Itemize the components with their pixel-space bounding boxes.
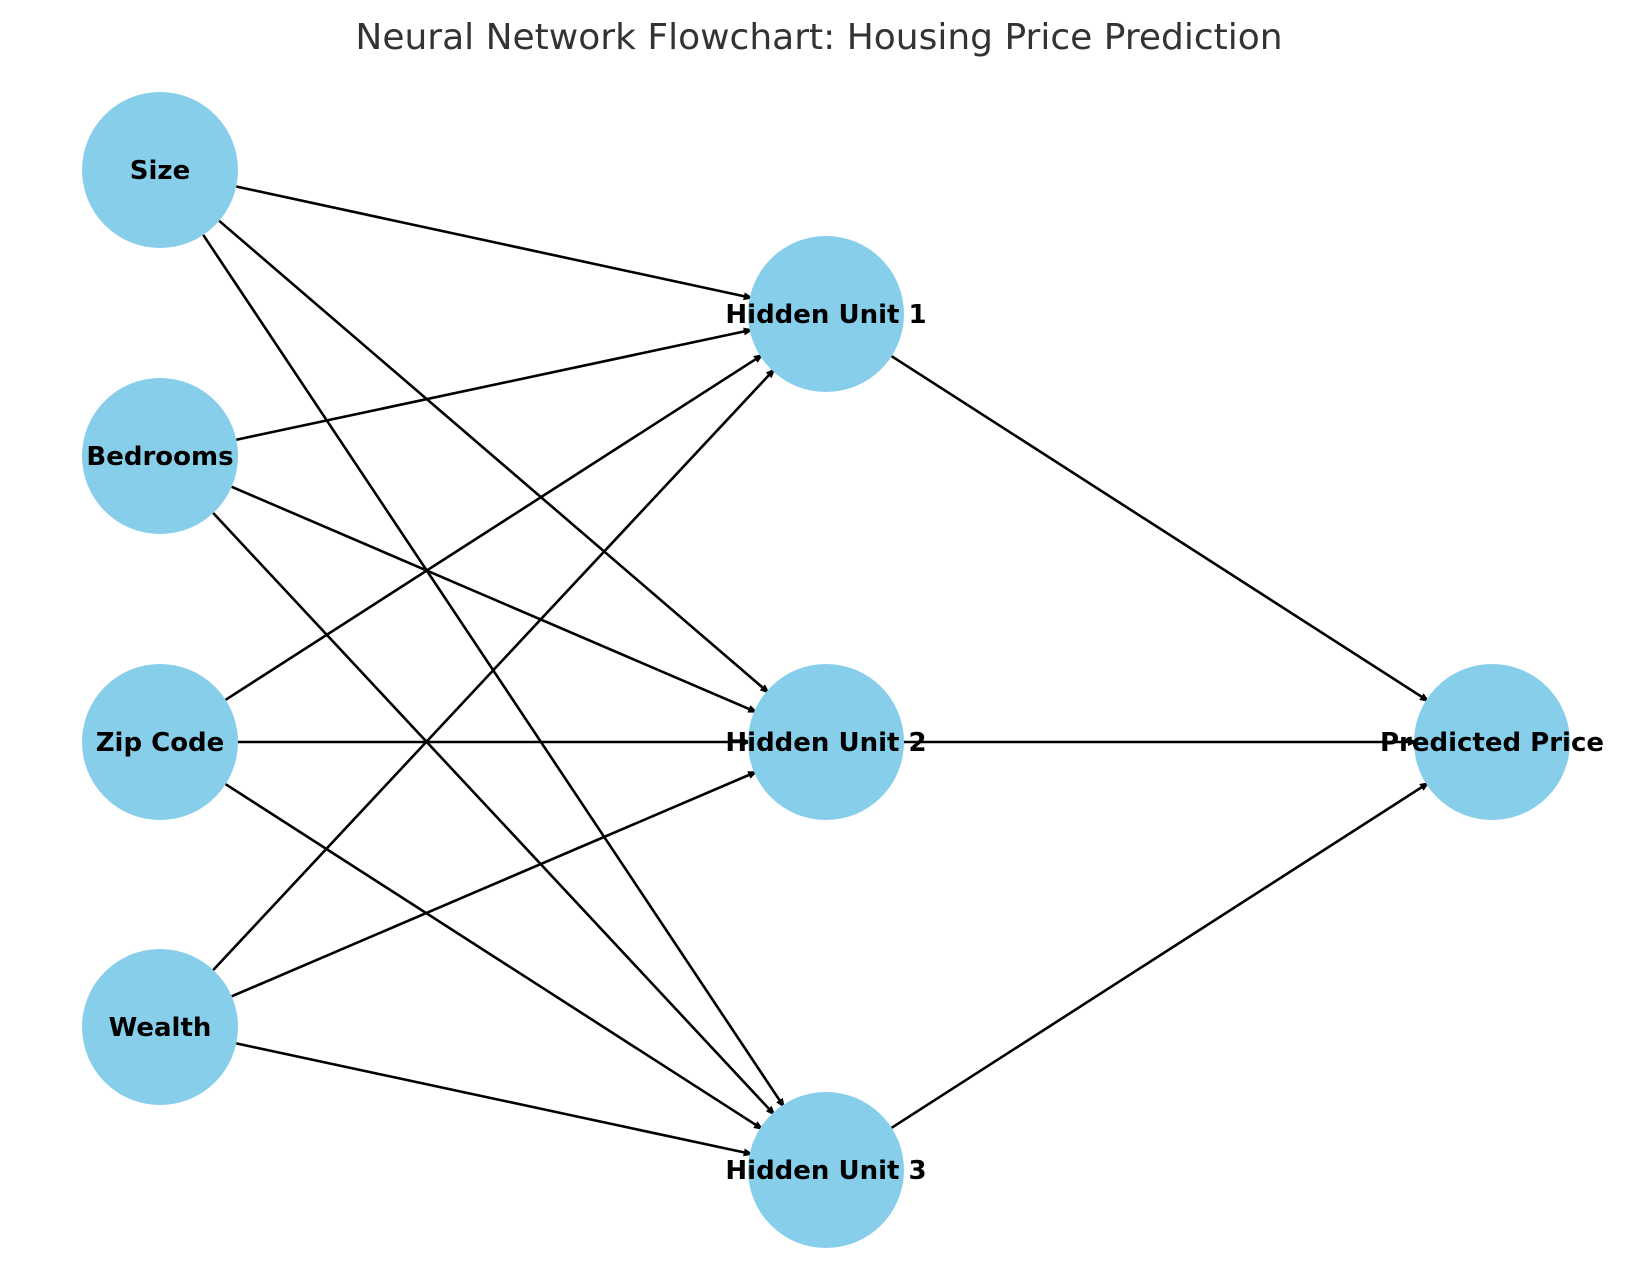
node-circle-zip [82, 664, 238, 820]
node-label-out: Predicted Price [1380, 728, 1604, 758]
node-circle-h3 [748, 1092, 904, 1248]
edge-h1-to-out [890, 355, 1430, 703]
node-circle-wealth [82, 949, 238, 1105]
node-wealth: Wealth [82, 949, 238, 1105]
edge-bedrooms-to-h1 [236, 327, 754, 442]
edge-h3-to-out [890, 781, 1430, 1129]
node-label-wealth: Wealth [109, 1013, 212, 1043]
node-h3: Hidden Unit 3 [725, 1092, 927, 1248]
edge-zip-to-h3 [224, 783, 764, 1131]
node-size: Size [82, 92, 238, 248]
node-label-h3: Hidden Unit 3 [725, 1156, 926, 1186]
edge-wealth-to-h3 [235, 1042, 754, 1157]
edge-size-to-h2 [218, 219, 770, 695]
node-zip: Zip Code [82, 664, 238, 820]
edge-wealth-to-h2 [231, 770, 758, 998]
nodes-layer: Size Bedrooms Zip Code Wealth Hidden Unit 1 H… [82, 92, 1604, 1248]
node-label-h1: Hidden Unit 1 [725, 300, 926, 330]
node-label-size: Size [130, 156, 190, 186]
node-label-zip: Zip Code [96, 728, 225, 758]
edge-size-to-h1 [235, 185, 754, 301]
node-out: Predicted Price [1380, 664, 1604, 820]
node-label-bedrooms: Bedrooms [86, 442, 233, 472]
node-circle-size [82, 92, 238, 248]
edge-zip-to-h1 [224, 353, 764, 701]
edge-bedrooms-to-h2 [231, 485, 759, 714]
node-label-h2: Hidden Unit 2 [725, 728, 926, 758]
node-circle-h2 [748, 664, 904, 820]
edge-bedrooms-to-h3 [212, 512, 776, 1117]
node-h2: Hidden Unit 2 [725, 664, 927, 820]
node-h1: Hidden Unit 1 [725, 236, 927, 392]
node-bedrooms: Bedrooms [82, 378, 238, 534]
node-circle-bedrooms [82, 378, 238, 534]
node-circle-h1 [748, 236, 904, 392]
node-circle-out [1414, 664, 1570, 820]
edge-wealth-to-h1 [212, 367, 776, 971]
diagram-title: Neural Network Flowchart: Housing Price … [355, 17, 1282, 58]
edges-layer [202, 185, 1430, 1157]
